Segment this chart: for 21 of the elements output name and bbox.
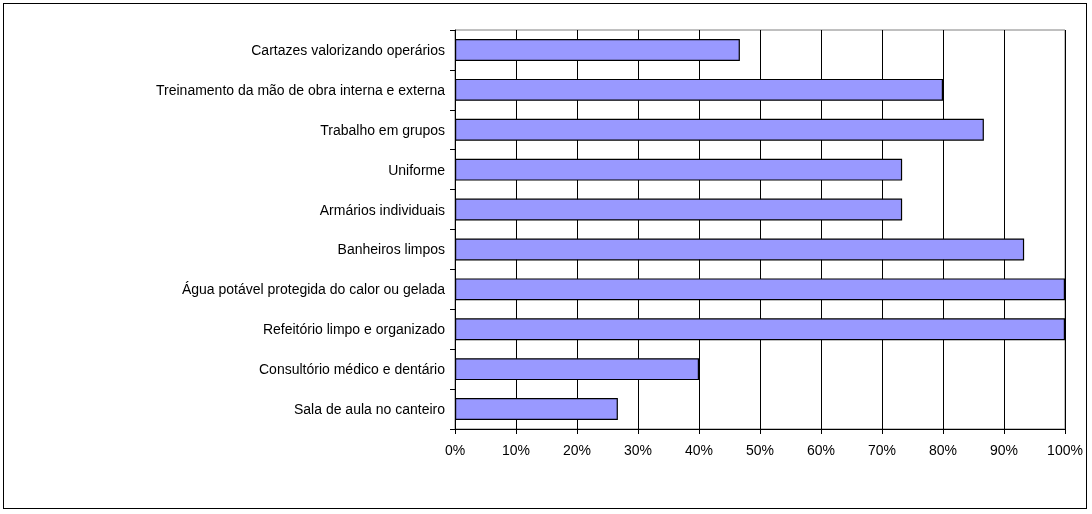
y-tick-label: Armários individuais (319, 201, 445, 218)
x-tick-label: 20% (562, 442, 592, 458)
y-tick-label: Cartazes valorizando operários (251, 41, 445, 58)
x-tick-label: 80% (928, 442, 958, 458)
x-tick-label: 0% (444, 442, 466, 458)
x-tick-label: 100% (1047, 442, 1083, 458)
y-tick-label: Água potável protegida do calor ou gelada (181, 281, 446, 298)
x-tick-label: 30% (623, 442, 653, 458)
y-tick-label: Banheiros limpos (337, 241, 445, 258)
x-tick-label: 40% (684, 442, 714, 458)
y-tick-label: Sala de aula no canteiro (294, 401, 446, 418)
x-tick-label: 60% (806, 442, 836, 458)
x-tick-label: 10% (501, 442, 531, 458)
y-tick-label: Treinamento da mão de obra interna e externa (156, 81, 446, 98)
x-tick-label: 70% (867, 442, 897, 458)
y-tick-label: Trabalho em grupos (320, 121, 445, 138)
y-tick-label: Uniforme (388, 161, 446, 178)
y-tick-label: Consultório médico e dentário (259, 361, 446, 378)
y-tick-label: Refeitório limpo e organizado (262, 321, 446, 338)
x-tick-label: 90% (989, 442, 1019, 458)
x-tick-label: 50% (745, 442, 775, 458)
